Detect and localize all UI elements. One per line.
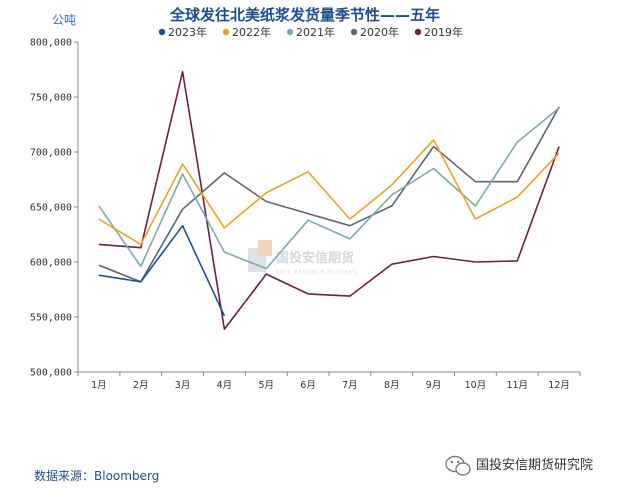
x-tick-label: 10月 xyxy=(465,380,487,391)
legend-label: 2020年 xyxy=(360,25,399,39)
legend-item: 2023年 xyxy=(158,25,207,39)
legend-marker xyxy=(158,28,166,36)
legend-item: 2022年 xyxy=(222,25,271,39)
legend-label: 2022年 xyxy=(232,25,271,39)
legend-label: 2019年 xyxy=(424,25,463,39)
x-tick-label: 11月 xyxy=(506,380,528,391)
y-tick-label: 600,000 xyxy=(30,258,72,269)
chart-title: 全球发往北美纸浆发货量季节性——五年 xyxy=(169,6,440,24)
x-tick-label: 2月 xyxy=(133,380,149,391)
legend-item: 2019年 xyxy=(414,25,463,39)
x-tick-label: 3月 xyxy=(175,380,191,391)
x-tick-label: 4月 xyxy=(217,380,233,391)
x-tick-label: 7月 xyxy=(342,380,358,391)
y-tick-label: 500,000 xyxy=(30,368,72,379)
y-tick-label: 750,000 xyxy=(30,93,72,104)
x-tick-label: 5月 xyxy=(258,380,274,391)
watermark-name: 国投安信期货 xyxy=(276,250,354,266)
legend-marker xyxy=(414,28,422,36)
series-line-2020年 xyxy=(98,106,560,283)
watermark: 国投安信期货 SDIC ESSENCE FUTURES xyxy=(248,240,357,276)
series-line-2022年 xyxy=(98,139,560,246)
x-tick-label: 6月 xyxy=(300,380,316,391)
legend-item: 2020年 xyxy=(350,25,399,39)
legend-label: 2023年 xyxy=(168,25,207,39)
series-lines xyxy=(98,70,560,330)
x-tick-label: 9月 xyxy=(426,380,442,391)
y-tick-label: 550,000 xyxy=(30,313,72,324)
y-tick-label: 800,000 xyxy=(30,38,72,49)
x-tick-label: 8月 xyxy=(384,380,400,391)
series-line-2021年 xyxy=(98,107,560,270)
data-source: 数据来源：Bloomberg xyxy=(34,468,159,483)
legend: 2023年 2022年 2021年 2020年 2019年 xyxy=(158,25,463,39)
y-axis: 500,000 550,000 600,000 650,000 700,000 750,0… xyxy=(30,38,79,379)
brand-block: 国投安信期货研究院 xyxy=(445,455,593,476)
series-line-2023年 xyxy=(98,224,226,317)
legend-marker xyxy=(286,28,294,36)
legend-marker xyxy=(222,28,230,36)
legend-item: 2021年 xyxy=(286,25,335,39)
x-tick-label: 1月 xyxy=(91,380,107,391)
x-axis: 1月 2月 3月 4月 5月 6月 7月 8月 9月 10月 11月 12月 xyxy=(77,371,581,391)
y-tick-label: 650,000 xyxy=(30,203,72,214)
watermark-logo-accent-icon xyxy=(258,240,272,256)
watermark-sub: SDIC ESSENCE FUTURES xyxy=(276,270,357,276)
wechat-icon xyxy=(445,455,471,476)
legend-label: 2021年 xyxy=(296,25,335,39)
y-tick-label: 700,000 xyxy=(30,148,72,159)
legend-marker xyxy=(350,28,358,36)
x-tick-label: 12月 xyxy=(548,380,570,391)
series-line-2019年 xyxy=(98,70,560,330)
brand-name: 国投安信期货研究院 xyxy=(476,457,593,473)
y-unit-label: 公吨 xyxy=(52,13,76,27)
